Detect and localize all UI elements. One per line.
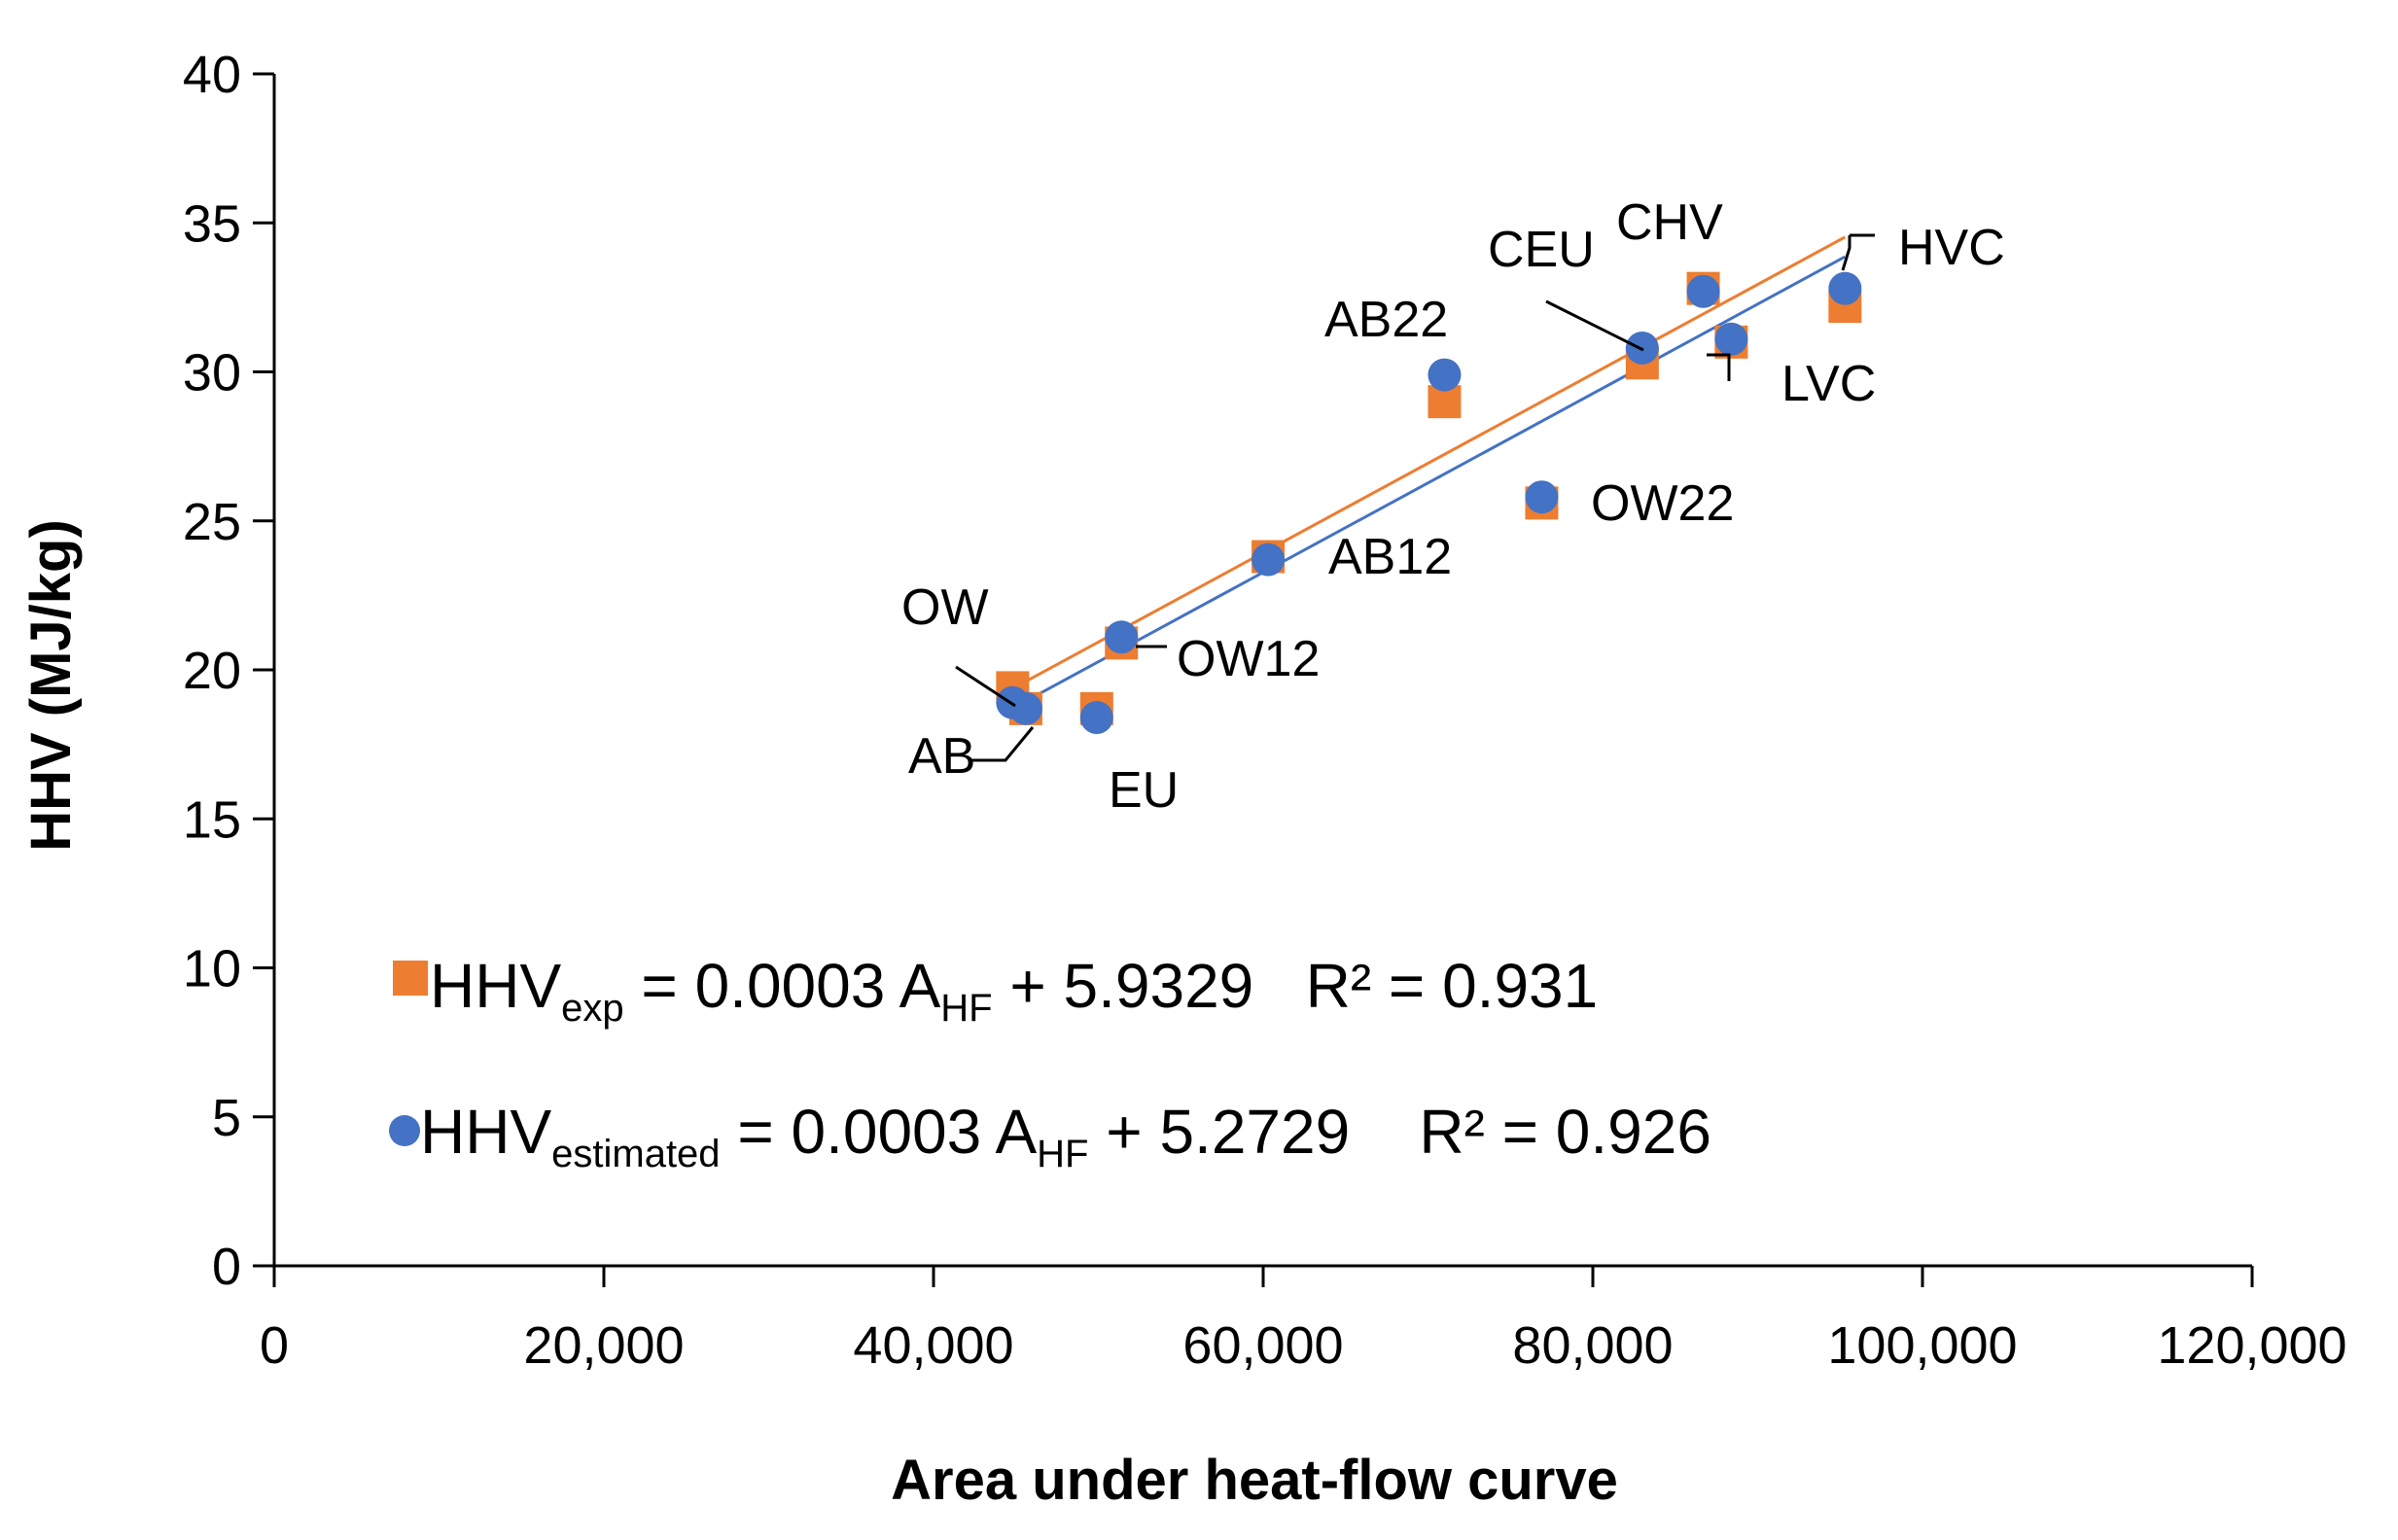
label-leader-line (1841, 235, 1851, 271)
y-tick-label: 20 (183, 642, 241, 700)
point-estimated (1105, 620, 1139, 654)
point-estimated (1428, 358, 1462, 392)
y-tick-label: 35 (183, 194, 241, 253)
trendlines (1011, 235, 1847, 710)
legend-marker-exp (393, 961, 428, 996)
point-estimated (1714, 322, 1748, 356)
point-estimated (1079, 701, 1113, 735)
x-tick-label: 120,000 (2157, 1316, 2346, 1375)
point-estimated (1828, 271, 1862, 305)
label-leader-line (955, 665, 1016, 708)
data-markers (996, 271, 1862, 735)
point-estimated (1008, 691, 1042, 725)
point-estimated (1252, 542, 1286, 577)
x-tick-label: 40,000 (853, 1316, 1013, 1375)
equation-estimated: HHVestimated = 0.0003 AHF + 5.2729 R² = … (420, 1097, 1711, 1175)
equation-exp: HHVexp = 0.0003 AHF + 5.9329 R² = 0.931 (430, 951, 1598, 1030)
label-callouts (955, 233, 1875, 762)
point-label: HVC (1898, 220, 2005, 276)
point-label: AB22 (1324, 292, 1448, 348)
x-tick-label: 60,000 (1182, 1316, 1343, 1375)
y-tick-label: 40 (183, 46, 241, 104)
point-label: OW12 (1177, 631, 1320, 687)
x-tick-label: 20,000 (523, 1316, 684, 1375)
y-tick-label: 25 (183, 493, 241, 551)
x-tick-label: 100,000 (1827, 1316, 2017, 1375)
trendline-exp (1011, 235, 1847, 690)
y-tick-label: 5 (212, 1089, 241, 1147)
point-label: OW (901, 579, 989, 636)
point-label: LVC (1781, 356, 1876, 412)
point-estimated (1686, 274, 1720, 308)
y-axis-title: HHV (MJ/kg) (19, 519, 83, 852)
point-label: AB12 (1328, 529, 1452, 585)
y-tick-label: 10 (183, 940, 241, 998)
point-label: EU (1109, 762, 1179, 819)
y-tick-label: 30 (183, 344, 241, 402)
point-label: CHV (1616, 194, 1723, 251)
x-tick-label: 80,000 (1512, 1316, 1673, 1375)
point-estimated (1525, 480, 1559, 514)
x-axis-title: Area under heat-flow curve (891, 1449, 1618, 1512)
y-tick-label: 0 (212, 1238, 241, 1296)
point-label: CEU (1488, 222, 1595, 278)
trendline-estimated (1011, 255, 1847, 710)
axes: 0 5 10 15 20 25 30 35 40 0 20,000 40,000 60,000 80,00… (183, 46, 2347, 1375)
label-leader-line (969, 726, 1035, 762)
point-label: OW22 (1591, 475, 1734, 532)
point-label: AB (908, 728, 975, 785)
legend-marker-estimated (389, 1115, 420, 1146)
label-leader-line (1707, 353, 1731, 381)
label-leader-line (1545, 299, 1644, 352)
y-tick-label: 15 (183, 790, 241, 849)
x-tick-label: 0 (260, 1316, 289, 1375)
